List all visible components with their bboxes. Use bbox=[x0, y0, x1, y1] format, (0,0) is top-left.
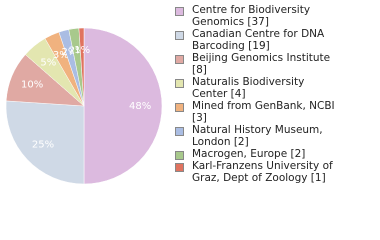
legend-swatch bbox=[175, 31, 184, 40]
legend-label: Macrogen, Europe [2] bbox=[192, 148, 306, 160]
legend-swatch bbox=[175, 79, 184, 88]
legend-item: Naturalis Biodiversity Center [4] bbox=[173, 76, 342, 100]
slice-label: 1% bbox=[74, 45, 90, 56]
legend-item: Karl-Franzens University of Graz, Dept o… bbox=[173, 160, 342, 184]
legend-label: Karl-Franzens University of Graz, Dept o… bbox=[192, 160, 333, 184]
legend-label: Beijing Genomics Institute [8] bbox=[192, 52, 331, 76]
legend-swatch bbox=[175, 7, 184, 16]
slice-label: 3% bbox=[53, 50, 69, 61]
legend-swatch bbox=[175, 55, 184, 64]
slice-label: 5% bbox=[40, 58, 56, 69]
slice-label: 2% bbox=[69, 45, 85, 56]
slice-label: 25% bbox=[32, 139, 54, 150]
pie-slice bbox=[83, 27, 163, 185]
legend-item: Macrogen, Europe [2] bbox=[173, 148, 342, 160]
legend-label: Centre for Biodiversity Genomics [37] bbox=[192, 4, 311, 28]
legend: Centre for Biodiversity Genomics [37] Can… bbox=[173, 4, 373, 184]
pie-slice bbox=[78, 27, 85, 107]
legend-swatch bbox=[175, 163, 184, 172]
pie-slice bbox=[5, 100, 85, 185]
legend-item: Mined from GenBank, NCBI [3] bbox=[173, 100, 342, 124]
legend-label: Natural History Museum, London [2] bbox=[192, 124, 323, 148]
legend-swatch bbox=[175, 103, 184, 112]
slice-label: 2% bbox=[62, 47, 78, 58]
slice-label: 48% bbox=[129, 101, 151, 112]
legend-label: Naturalis Biodiversity Center [4] bbox=[192, 76, 305, 100]
legend-label: Mined from GenBank, NCBI [3] bbox=[192, 100, 335, 124]
legend-item: Natural History Museum, London [2] bbox=[173, 124, 342, 148]
slice-label: 10% bbox=[21, 80, 43, 91]
legend-swatch bbox=[175, 151, 184, 160]
legend-item: Centre for Biodiversity Genomics [37] bbox=[173, 4, 342, 28]
legend-label: Canadian Centre for DNA Barcoding [19] bbox=[192, 28, 325, 52]
legend-swatch bbox=[175, 127, 184, 136]
legend-item: Canadian Centre for DNA Barcoding [19] bbox=[173, 28, 342, 52]
legend-item: Beijing Genomics Institute [8] bbox=[173, 52, 342, 76]
pie: 48% 25% 10% 5%3%2%2%1% bbox=[5, 27, 163, 185]
